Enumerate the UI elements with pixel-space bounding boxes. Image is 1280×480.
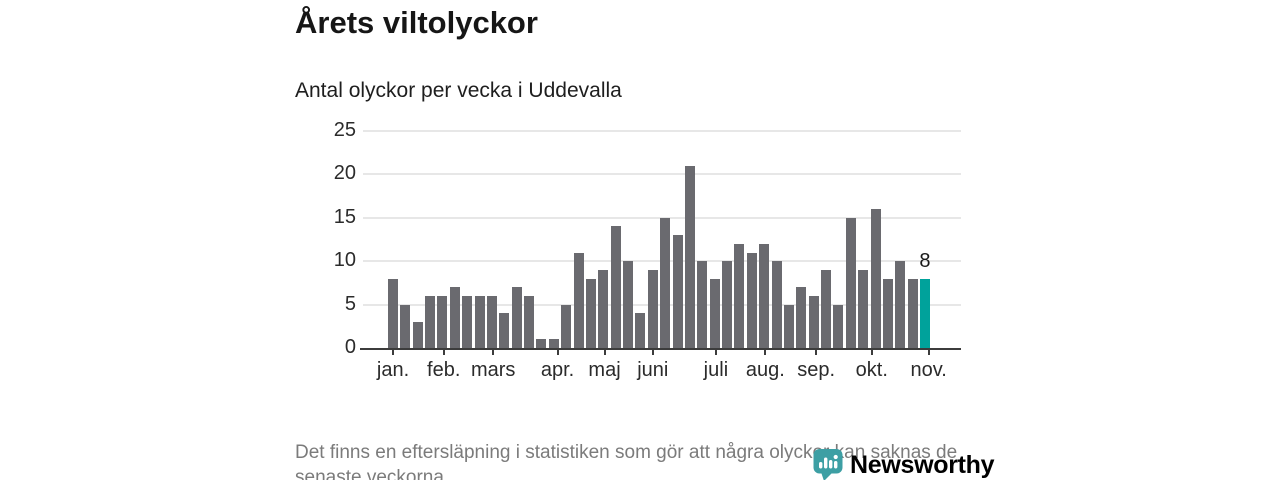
- month-label: feb.: [427, 359, 461, 381]
- bar: [771, 261, 782, 348]
- footer-note-line2: senaste veckorna.: [295, 467, 450, 480]
- bar: [858, 269, 869, 348]
- month-label: nov.: [910, 359, 947, 381]
- bar: [734, 243, 745, 348]
- bar: [845, 217, 856, 348]
- y-axis-label: 15: [333, 205, 356, 228]
- bar: [499, 313, 510, 348]
- month-label: maj: [588, 359, 621, 381]
- month-tick: [651, 348, 654, 355]
- bar-highlighted: [919, 278, 930, 348]
- month-label: apr.: [540, 359, 575, 381]
- month-tick: [392, 348, 394, 355]
- bar: [388, 278, 398, 348]
- month-tick: [442, 348, 445, 355]
- bar: [672, 235, 683, 348]
- bar: [684, 165, 695, 348]
- month-label: juni: [637, 359, 669, 381]
- y-axis-label: 0: [344, 336, 356, 358]
- month-label: mars: [470, 359, 516, 381]
- bar: [833, 304, 844, 348]
- bar: [759, 243, 770, 348]
- bar: [524, 295, 535, 348]
- month-tick: [764, 348, 767, 355]
- bar: [486, 295, 497, 348]
- gridline: [363, 130, 961, 132]
- bar: [796, 287, 807, 348]
- bar-value-label: 8: [919, 250, 931, 273]
- footer-note: Det finns en eftersläpning i statistiken…: [295, 440, 957, 480]
- month-tick: [556, 348, 559, 355]
- bar: [907, 278, 918, 348]
- bar: [660, 217, 671, 348]
- month-label: jan.: [376, 359, 410, 381]
- bar: [882, 278, 893, 348]
- y-axis-label: 10: [333, 249, 356, 272]
- bar: [709, 278, 720, 348]
- bar: [474, 295, 485, 348]
- newsworthy-wordmark: Newsworthy: [850, 451, 995, 479]
- month-tick: [492, 348, 495, 355]
- bar: [697, 261, 708, 348]
- bar: [412, 321, 423, 348]
- bar: [647, 269, 658, 348]
- bar: [722, 261, 733, 348]
- bar: [746, 252, 757, 348]
- month-tick: [927, 348, 930, 355]
- bar: [610, 226, 621, 348]
- plot-area: 0 5 10 15 20 25 jan. feb. mars apr. maj juni juli aug…: [334, 119, 961, 381]
- month-tick: [870, 348, 873, 355]
- bar: [573, 252, 584, 348]
- bar: [635, 313, 646, 348]
- bar: [437, 295, 448, 348]
- bar: [561, 304, 572, 348]
- month-label: aug.: [745, 359, 785, 381]
- month-tick: [714, 348, 717, 355]
- bar: [808, 295, 819, 348]
- month-tick: [603, 348, 606, 355]
- newsworthy-logo[interactable]: Newsworthy: [813, 448, 995, 480]
- bar: [585, 278, 596, 348]
- month-tick: [815, 348, 818, 355]
- bar: [400, 304, 411, 348]
- bar: [623, 261, 634, 348]
- bar: [598, 269, 609, 348]
- bar: [449, 287, 460, 348]
- month-label: sep.: [797, 359, 836, 381]
- y-axis-label: 25: [333, 119, 356, 141]
- bar: [462, 295, 473, 348]
- bar: [870, 209, 881, 348]
- page-title: Årets viltolyckor: [295, 5, 538, 40]
- bar: [548, 339, 559, 348]
- chart-subtitle: Antal olyckor per vecka i Uddevalla: [295, 79, 622, 102]
- month-label: juli: [703, 359, 729, 381]
- month-label: okt.: [855, 359, 888, 381]
- y-axis-label: 20: [333, 162, 356, 185]
- bar: [425, 295, 436, 348]
- bar: [821, 269, 832, 348]
- x-axis-line: [360, 348, 961, 350]
- bar: [783, 304, 794, 348]
- bar: [511, 287, 522, 348]
- bar: [895, 261, 906, 348]
- newsworthy-pin-icon: [813, 448, 844, 480]
- y-axis-label: 5: [344, 292, 356, 315]
- footer-note-line1: Det finns en eftersläpning i statistiken…: [295, 442, 958, 463]
- gridline: [363, 173, 961, 176]
- bar: [536, 339, 547, 348]
